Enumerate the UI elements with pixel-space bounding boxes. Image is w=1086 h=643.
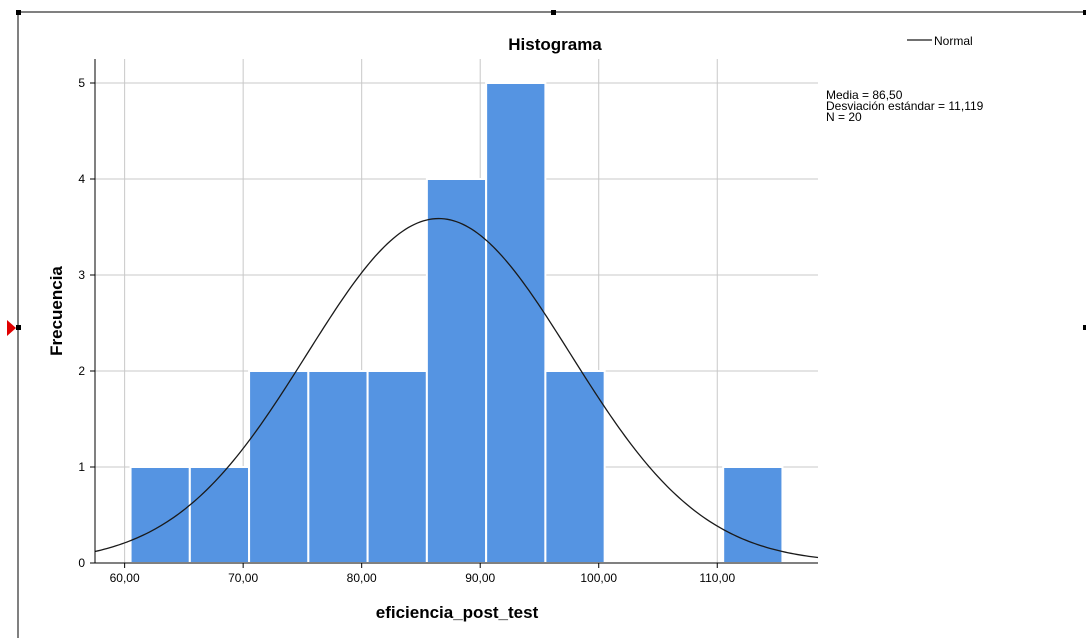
y-tick-label-4: 4 [78,172,85,186]
resize-handle-middle-left[interactable] [16,325,21,330]
normal-curve [94,217,819,559]
y-tick-label-1: 1 [78,460,85,474]
x-tick-label-3: 90,00 [465,571,495,585]
y-axis-label: Frecuencia [47,266,66,356]
y-axis-ticks: 0 1 2 3 4 5 [78,76,95,570]
x-tick-label-2: 80,00 [347,571,377,585]
stat-n: N = 20 [826,110,862,124]
histogram-bars [129,82,784,564]
selection-frame[interactable] [7,10,1086,638]
x-axis-ticks: 60,00 70,00 80,00 90,00 100,00 110,00 [110,563,735,585]
resize-handle-top-right[interactable] [1083,10,1086,15]
resize-handle-top-left[interactable] [16,10,21,15]
x-tick-label-5: 110,00 [699,571,735,585]
histogram-bar-6 [485,82,547,564]
y-tick-label-0: 0 [78,556,85,570]
x-tick-label-0: 60,00 [110,571,140,585]
histogram-bar-4 [366,370,428,564]
resize-handle-middle-right[interactable] [1083,325,1086,330]
legend: Normal [907,34,973,48]
y-tick-label-5: 5 [78,76,85,90]
histogram-bar-3 [307,370,369,564]
histogram-bar-10 [722,466,784,564]
x-tick-label-4: 100,00 [580,571,617,585]
x-tick-label-1: 70,00 [228,571,258,585]
y-tick-label-2: 2 [78,364,85,378]
stats-box: Media = 86,50 Desviación estándar = 11,1… [826,88,984,124]
histogram-bar-2 [248,370,310,564]
normal-curve-layer [94,217,819,559]
histogram-bar-7 [544,370,606,564]
histogram-bar-0 [129,466,191,564]
legend-label-normal: Normal [934,34,973,48]
histogram-bar-5 [425,178,488,564]
chart-title: Histograma [508,35,602,54]
histogram-bar-1 [188,466,251,564]
axes [94,59,818,564]
selection-arrow-icon [7,320,16,336]
x-axis-label: eficiencia_post_test [376,603,539,622]
stat-std-dev: Desviación estándar = 11,119 [826,99,984,113]
resize-handle-top-center[interactable] [551,10,556,15]
y-tick-label-3: 3 [78,268,85,282]
stat-mean: Media = 86,50 [826,88,903,102]
